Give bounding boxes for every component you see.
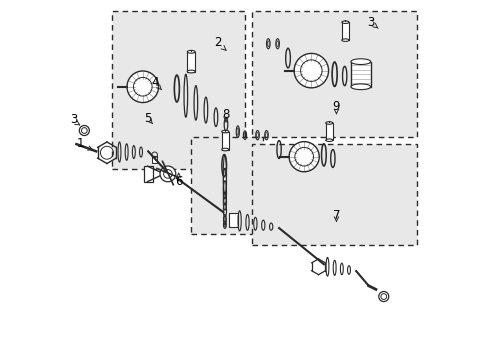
Text: 2: 2 bbox=[214, 36, 222, 49]
Circle shape bbox=[289, 141, 319, 172]
Bar bbox=[252, 12, 417, 137]
Ellipse shape bbox=[187, 50, 195, 53]
Ellipse shape bbox=[326, 122, 333, 124]
Text: 3: 3 bbox=[368, 17, 375, 30]
Text: 9: 9 bbox=[333, 100, 340, 113]
Bar bbox=[144, 166, 153, 182]
Ellipse shape bbox=[351, 59, 371, 64]
Text: 3: 3 bbox=[70, 113, 77, 126]
Ellipse shape bbox=[326, 139, 333, 141]
Bar bbox=[342, 22, 349, 40]
Ellipse shape bbox=[187, 70, 195, 73]
Bar bbox=[221, 132, 229, 149]
Circle shape bbox=[79, 126, 89, 135]
Text: 4: 4 bbox=[151, 76, 159, 89]
Ellipse shape bbox=[351, 84, 371, 90]
Bar bbox=[112, 12, 245, 169]
Circle shape bbox=[160, 166, 176, 182]
Bar bbox=[229, 213, 238, 227]
Circle shape bbox=[127, 71, 159, 103]
Text: 5: 5 bbox=[144, 112, 151, 125]
Circle shape bbox=[294, 53, 329, 88]
Bar bbox=[326, 123, 333, 140]
Text: 7: 7 bbox=[333, 209, 340, 222]
Bar bbox=[187, 52, 195, 72]
Bar bbox=[191, 137, 263, 234]
Text: 6: 6 bbox=[175, 175, 182, 188]
Ellipse shape bbox=[221, 130, 229, 133]
Ellipse shape bbox=[342, 39, 349, 41]
Bar bbox=[252, 144, 417, 244]
Circle shape bbox=[379, 292, 389, 302]
Ellipse shape bbox=[342, 21, 349, 23]
Text: 8: 8 bbox=[222, 108, 230, 121]
Text: 1: 1 bbox=[76, 136, 84, 149]
Bar bbox=[351, 62, 370, 87]
Bar bbox=[152, 156, 157, 163]
Ellipse shape bbox=[221, 148, 229, 151]
